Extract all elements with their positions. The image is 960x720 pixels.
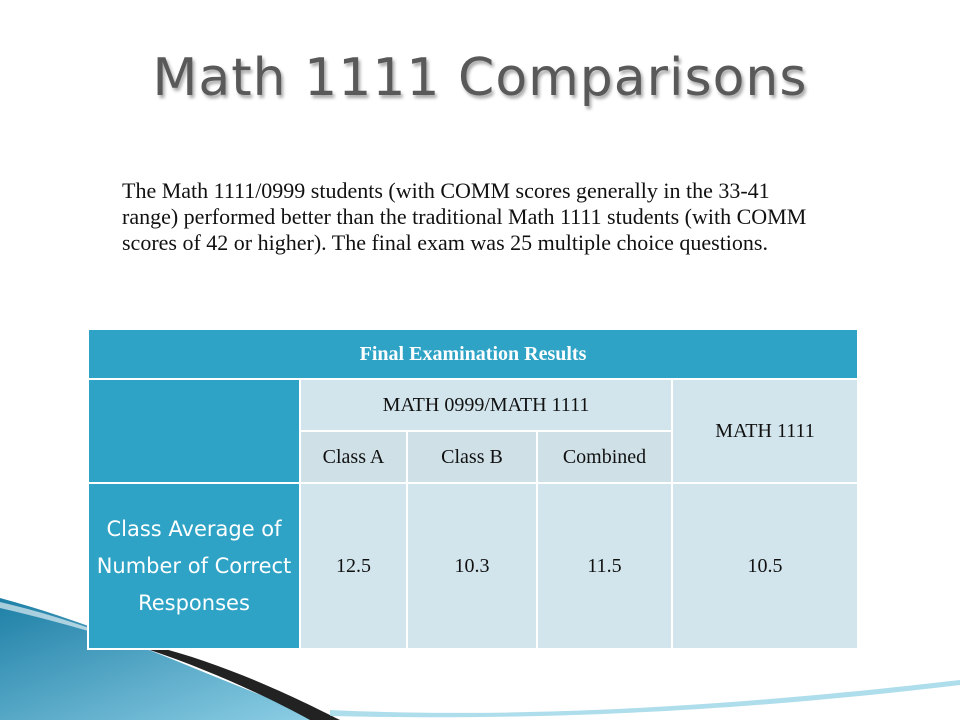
value-class-a: 12.5 [299, 482, 408, 650]
subheader-class-a: Class A [299, 430, 408, 484]
table-title-row: Final Examination Results [86, 328, 860, 380]
table-subheader-row: Class A Class B Combined [88, 430, 858, 484]
table-corner-cell [87, 378, 301, 484]
slide-title: Math 1111 Comparisons [152, 48, 808, 108]
subheader-class-b: Class B [406, 430, 538, 484]
table-header-row: MATH 0999/MATH 1111 MATH 1111 [87, 378, 860, 484]
value-combined: 11.5 [536, 482, 673, 650]
value-class-b: 10.3 [406, 482, 538, 650]
final-exam-results-table: Final Examination Results MATH 0999/MATH… [86, 328, 860, 650]
body-paragraph: The Math 1111/0999 students (with COMM s… [122, 178, 807, 255]
value-math-1111: 10.5 [670, 482, 860, 650]
table-title: Final Examination Results [86, 328, 860, 380]
row-label-class-average: Class Average of Number of Correct Respo… [87, 482, 301, 650]
group-header-cell: MATH 0999/MATH 1111 [299, 378, 673, 432]
comparison-header-cell: MATH 1111 [670, 378, 860, 484]
subheader-combined: Combined [536, 430, 673, 484]
table-row: Class Average of Number of Correct Respo… [87, 482, 860, 650]
